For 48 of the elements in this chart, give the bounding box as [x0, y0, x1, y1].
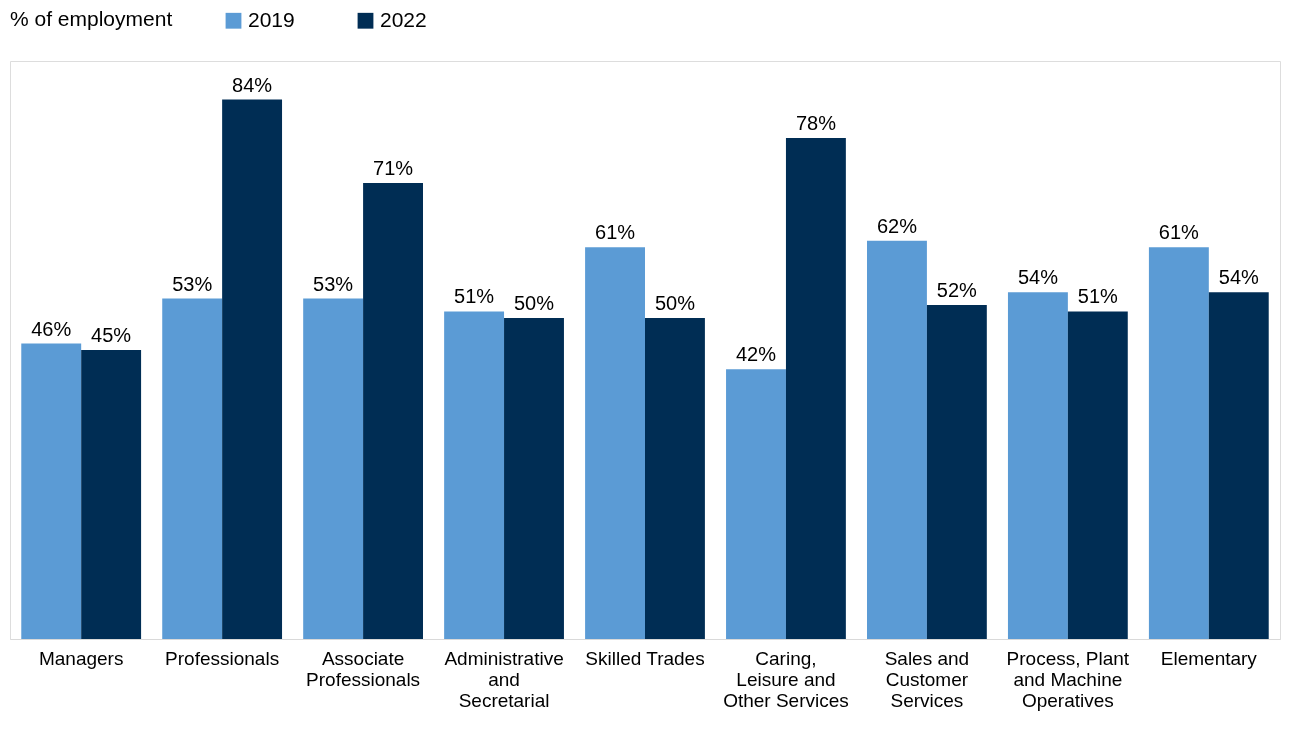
- bar: [1007, 292, 1068, 639]
- bar: [21, 343, 82, 639]
- bar: [444, 311, 505, 639]
- bar: [81, 350, 142, 639]
- data-label: 42%: [735, 343, 777, 366]
- data-label: 52%: [936, 279, 978, 302]
- data-label: 54%: [1218, 266, 1259, 289]
- x-tick-label: Elementary: [1160, 647, 1258, 669]
- bar: [867, 240, 927, 639]
- data-label: 84%: [232, 73, 273, 96]
- data-label: 78%: [795, 112, 837, 135]
- data-label: 71%: [373, 157, 414, 180]
- bar: [645, 317, 705, 639]
- data-label: 53%: [313, 272, 354, 295]
- data-label: 61%: [1158, 221, 1200, 244]
- bar: [303, 298, 364, 639]
- legend-label: 2022: [380, 7, 427, 31]
- bar: [222, 99, 283, 639]
- bar: [726, 369, 786, 639]
- data-label: 53%: [172, 272, 213, 295]
- data-label: 61%: [595, 221, 636, 244]
- data-label: 62%: [876, 214, 918, 237]
- bar: [1148, 247, 1209, 639]
- bar: [504, 317, 564, 639]
- x-tick-label: Sales and Customer Services: [884, 647, 970, 711]
- data-label: 50%: [654, 291, 696, 314]
- bar: [162, 298, 223, 639]
- x-tick-label: Professionals: [165, 647, 280, 669]
- x-tick-label: Skilled Trades: [585, 647, 705, 669]
- data-label: 45%: [91, 324, 132, 346]
- data-label: 51%: [1077, 285, 1119, 308]
- x-tick-label: Associate Professionals: [306, 647, 421, 690]
- x-tick-label: Process, Plant and Machine Operatives: [1006, 647, 1130, 711]
- data-label: 50%: [513, 291, 555, 314]
- x-tick-label: Administrative and Secretarial: [444, 647, 564, 711]
- x-tick-label: Managers: [38, 647, 124, 669]
- bar: [785, 138, 846, 639]
- bar: [585, 247, 645, 639]
- bar: [363, 183, 423, 639]
- x-tick-label: Caring, Leisure and Other Services: [723, 647, 849, 711]
- legend-label: 2019: [248, 7, 295, 31]
- bar: [1067, 311, 1128, 639]
- data-label: 54%: [1017, 266, 1059, 289]
- data-label: 51%: [454, 285, 495, 308]
- data-label: 46%: [31, 317, 72, 340]
- legend-title: % of employment: [10, 7, 173, 30]
- bar: [1208, 292, 1269, 639]
- bar: [926, 305, 987, 639]
